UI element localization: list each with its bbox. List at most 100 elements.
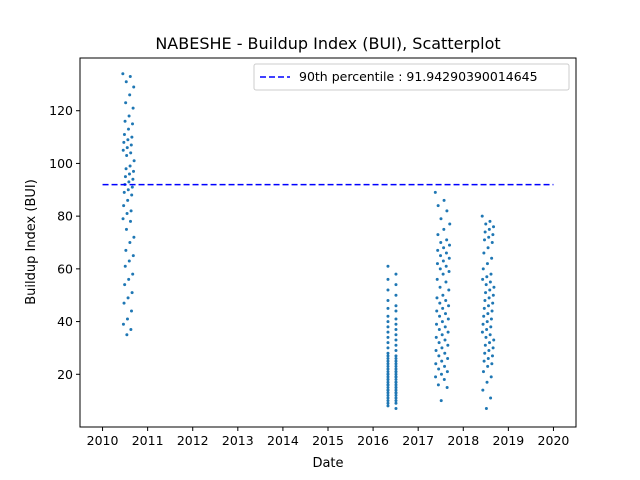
data-point xyxy=(394,293,398,297)
data-point xyxy=(437,367,441,371)
data-point xyxy=(441,259,445,263)
data-point xyxy=(127,259,131,263)
data-point xyxy=(445,209,449,213)
data-point xyxy=(128,93,132,97)
data-point xyxy=(447,288,451,292)
data-point xyxy=(127,172,131,176)
data-point xyxy=(440,333,444,337)
data-point xyxy=(486,246,490,250)
data-point xyxy=(481,277,485,281)
data-point xyxy=(439,372,443,376)
data-point xyxy=(394,383,398,387)
data-point xyxy=(481,322,485,326)
data-point xyxy=(394,378,398,382)
data-point xyxy=(394,396,398,400)
data-point xyxy=(439,241,443,244)
data-point xyxy=(123,264,127,268)
data-point xyxy=(386,399,390,403)
data-point xyxy=(438,314,442,318)
data-point xyxy=(491,293,495,297)
data-point xyxy=(437,341,441,345)
data-point xyxy=(132,159,136,163)
data-point xyxy=(386,385,390,389)
data-point xyxy=(386,298,390,302)
data-point xyxy=(123,119,127,123)
data-point xyxy=(439,254,443,258)
data-point xyxy=(394,393,398,397)
data-point xyxy=(489,396,493,400)
data-point xyxy=(444,298,448,302)
data-point xyxy=(434,362,438,366)
plot-area-frame xyxy=(79,57,577,428)
data-point xyxy=(131,177,135,181)
data-point xyxy=(439,217,443,221)
data-point xyxy=(482,359,486,363)
data-point xyxy=(442,378,446,382)
data-point xyxy=(446,330,450,334)
data-point xyxy=(491,301,495,305)
data-point xyxy=(481,388,485,392)
data-point xyxy=(386,277,390,281)
data-point xyxy=(394,359,398,363)
data-point xyxy=(434,349,438,353)
data-point xyxy=(130,291,134,295)
data-point xyxy=(487,227,491,231)
data-point xyxy=(447,256,451,260)
data-point xyxy=(126,138,130,142)
data-point xyxy=(484,407,488,411)
data-point xyxy=(122,132,126,136)
x-tick-label: 2011 xyxy=(132,433,164,448)
data-point xyxy=(124,227,128,231)
y-tick-label: 100 xyxy=(49,156,73,171)
data-point xyxy=(394,343,398,347)
data-point xyxy=(482,251,486,255)
data-point xyxy=(480,214,484,218)
data-point xyxy=(486,364,490,368)
data-point xyxy=(442,198,446,202)
scatter-points xyxy=(121,72,496,411)
data-point xyxy=(445,370,449,374)
data-point xyxy=(130,185,134,189)
y-tick-label: 80 xyxy=(57,209,73,224)
data-point xyxy=(386,335,390,339)
data-point xyxy=(488,288,492,292)
data-point xyxy=(486,312,490,316)
data-point xyxy=(487,235,491,239)
data-point xyxy=(436,383,440,387)
data-point xyxy=(487,296,491,300)
data-point xyxy=(129,151,133,155)
data-point xyxy=(448,243,452,247)
data-point xyxy=(489,375,493,379)
data-point xyxy=(131,106,135,110)
chart-title: NABESHE - Buildup Index (BUI), Scatterpl… xyxy=(155,34,500,53)
legend-label: 90th percentile : 91.94290390014645 xyxy=(299,69,538,84)
data-point xyxy=(482,314,486,318)
data-point xyxy=(446,317,450,321)
data-point xyxy=(394,407,398,411)
x-tick-label: 2014 xyxy=(267,433,299,448)
legend-box xyxy=(253,63,570,91)
data-point xyxy=(123,175,127,179)
data-point xyxy=(128,219,132,223)
data-point xyxy=(386,341,390,345)
data-point xyxy=(490,309,494,313)
data-point xyxy=(436,204,440,208)
data-point xyxy=(124,248,128,252)
data-point xyxy=(483,351,487,355)
x-axis-ticks: 2010 2011 2012 2013 2014 2015 2016 2017 2018 2019… xyxy=(87,427,569,448)
data-point xyxy=(121,217,125,221)
data-point xyxy=(394,349,398,353)
data-point xyxy=(386,370,390,374)
data-point xyxy=(483,238,487,242)
data-point xyxy=(440,359,444,363)
data-point xyxy=(435,322,438,326)
data-point xyxy=(394,375,398,379)
data-point xyxy=(488,341,492,345)
data-point xyxy=(485,275,489,279)
data-point xyxy=(125,146,129,150)
data-point xyxy=(436,248,440,252)
data-point xyxy=(132,85,136,89)
data-point xyxy=(443,364,447,368)
data-point xyxy=(444,264,448,268)
data-point xyxy=(394,385,398,389)
